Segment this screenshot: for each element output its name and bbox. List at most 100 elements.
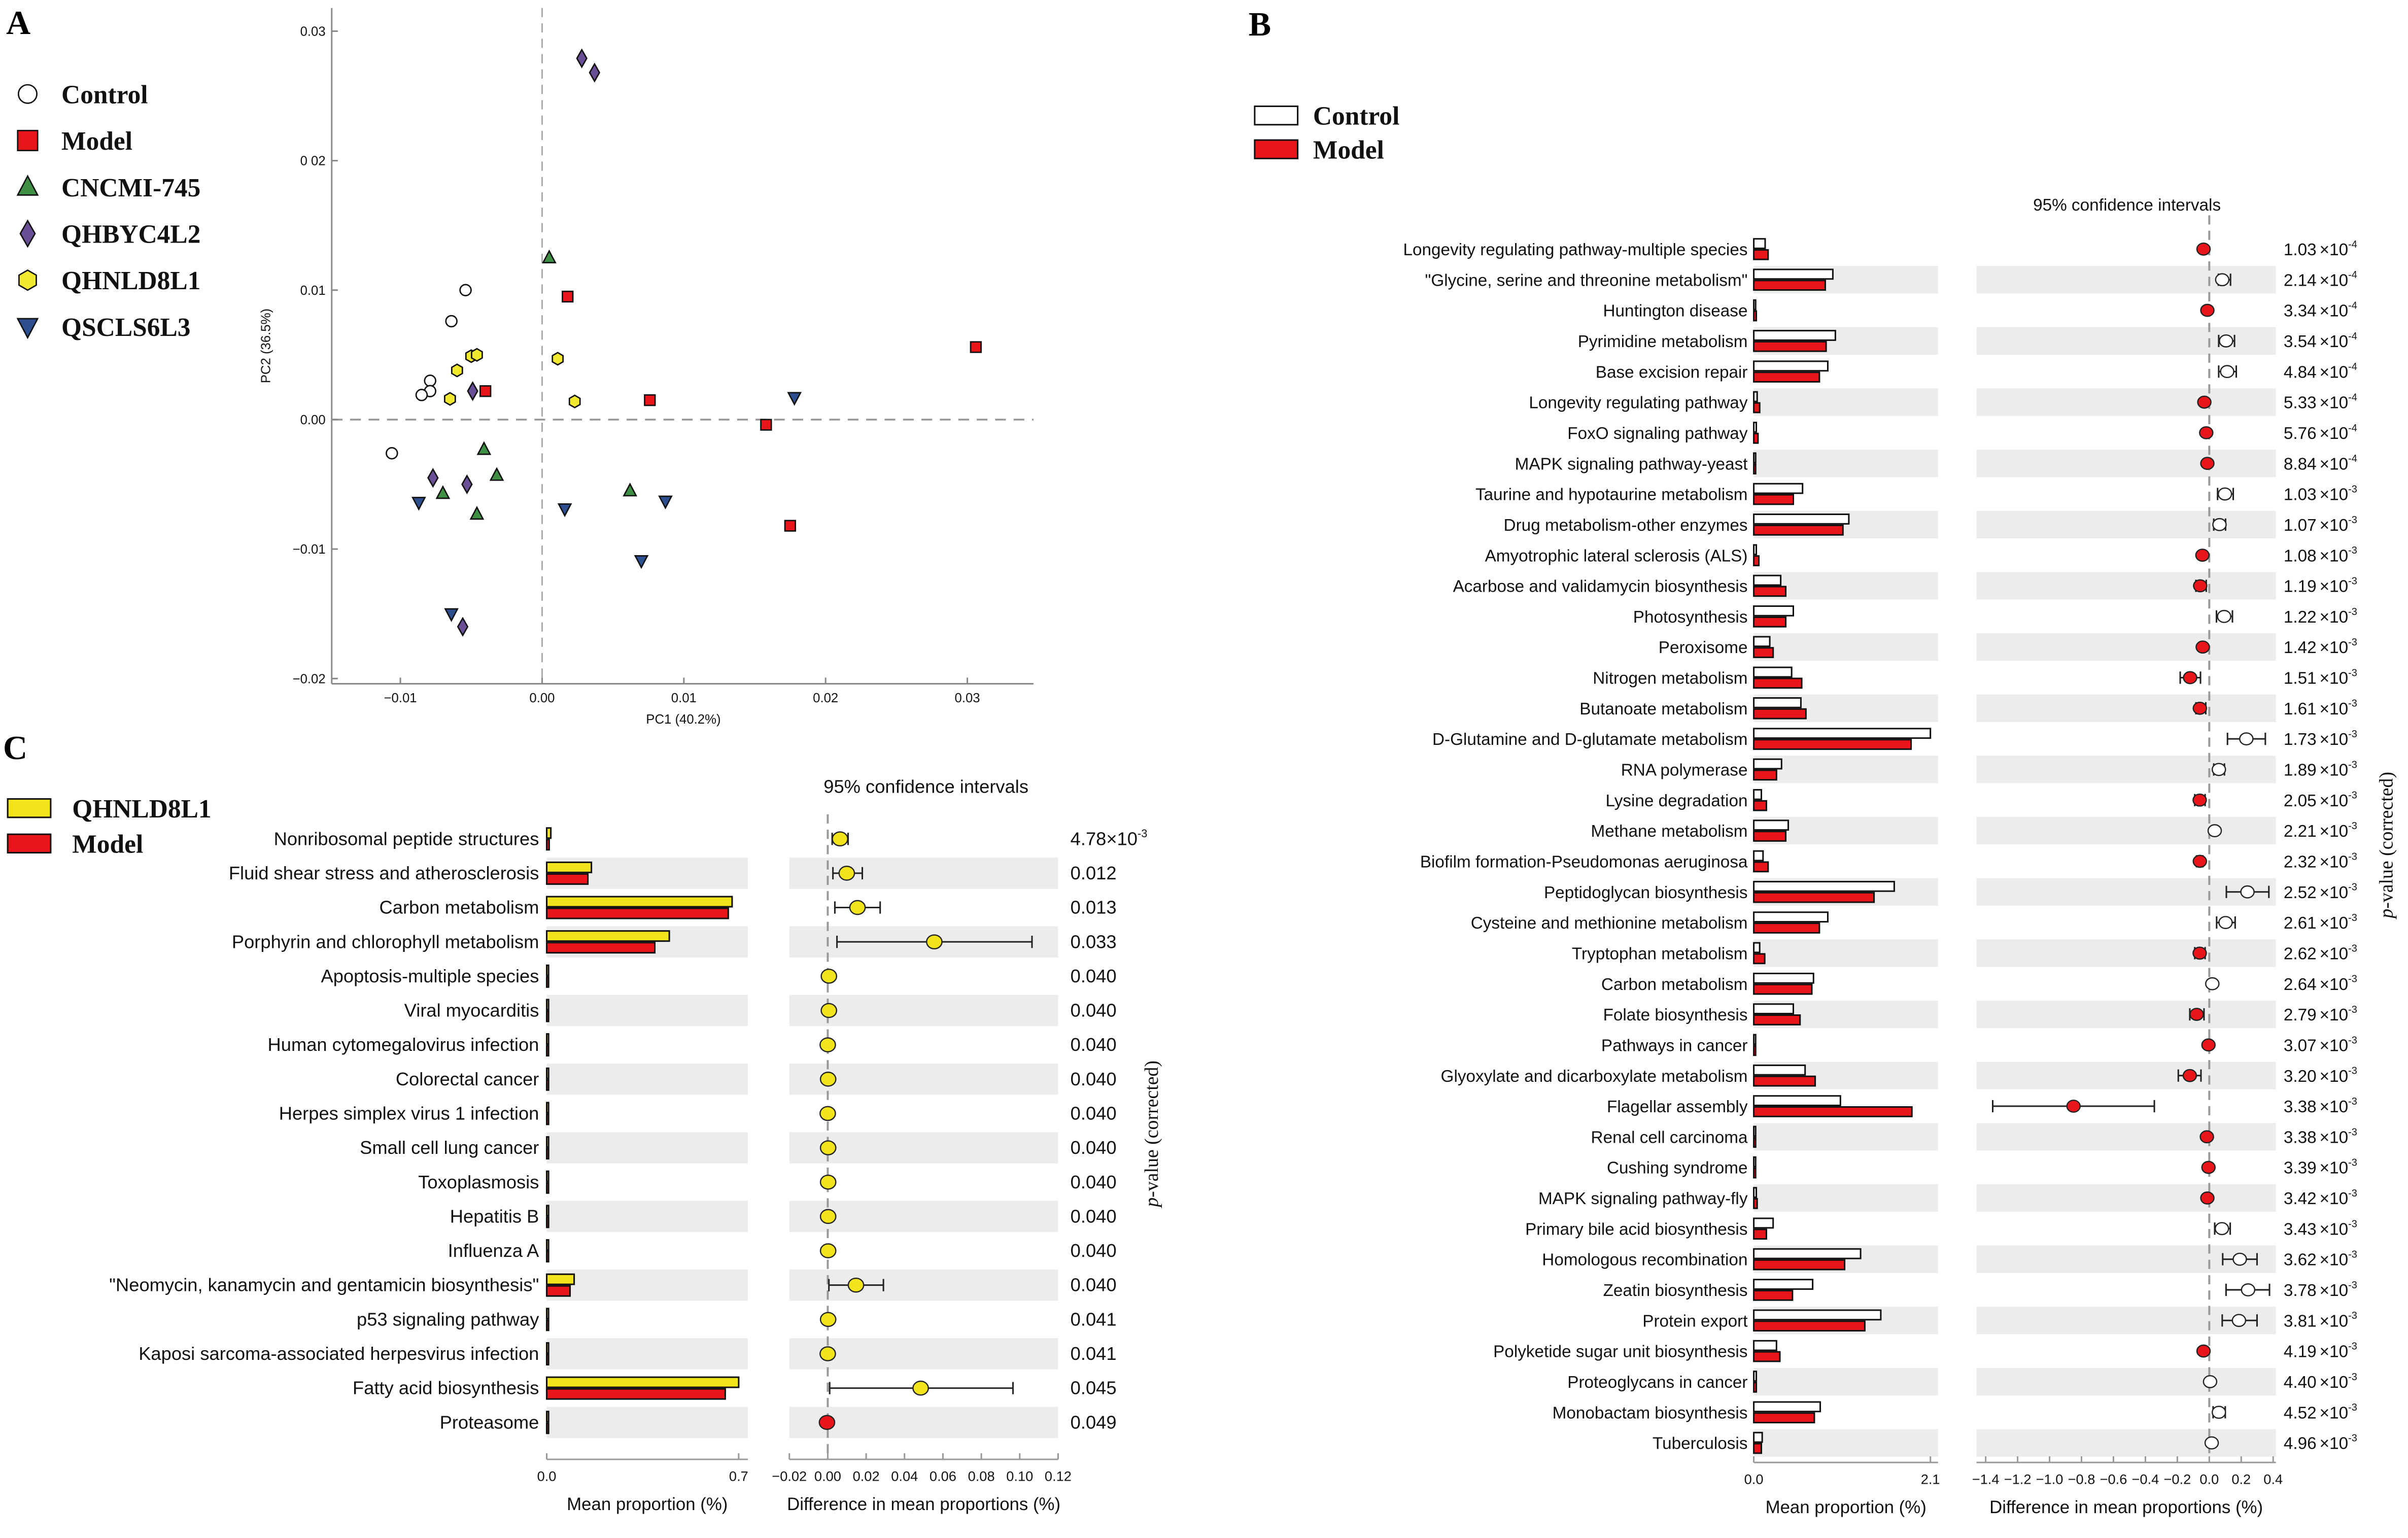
row-band — [1976, 572, 2276, 600]
row-label: Proteoglycans in cancer — [1567, 1373, 1747, 1392]
p-multiplier: ×10 — [2320, 332, 2348, 351]
x-tick-label: −0.01 — [384, 691, 417, 705]
bar-control — [1753, 666, 1793, 678]
ci-point — [819, 1346, 836, 1361]
p-mantissa: 2.14 — [2284, 271, 2317, 290]
y-tick-label: 0.00 — [300, 413, 326, 427]
row-band — [546, 1407, 748, 1439]
p-mantissa: 3.38 — [2284, 1128, 2317, 1147]
p-value: 0.040 — [1071, 1069, 1117, 1089]
bar-model — [1753, 340, 1827, 352]
p-value: 3.34 ×10-4 — [2284, 300, 2357, 321]
data-point — [489, 467, 504, 481]
table-row: Pathways in cancer 3.07 ×10-3 — [1601, 1034, 2357, 1056]
bar-qhnld8l1 — [546, 827, 552, 839]
data-point — [542, 249, 557, 264]
ci-point — [2220, 365, 2234, 379]
x-tick-label: 0.00 — [529, 691, 555, 705]
p-exponent: -3 — [2348, 575, 2357, 587]
ci-point — [2199, 426, 2214, 439]
row-band — [1753, 1368, 1938, 1396]
bar-model — [546, 1148, 549, 1160]
p-exponent: -3 — [2348, 882, 2357, 893]
bar-model — [546, 1422, 549, 1434]
p-mantissa: 5.76 — [2284, 424, 2317, 443]
ci-point — [832, 831, 848, 847]
p-mantissa: 2.62 — [2284, 944, 2317, 963]
ci-point — [2211, 763, 2226, 776]
bar-control — [1753, 299, 1757, 311]
row-label: Acarbose and validamycin biosynthesis — [1453, 577, 1748, 596]
bar-control — [1753, 1309, 1882, 1321]
ci-point — [2231, 1314, 2247, 1327]
data-point — [970, 341, 982, 353]
row-label: Tuberculosis — [1653, 1434, 1747, 1453]
data-point — [469, 505, 485, 520]
p-value: 0.040 — [1071, 1240, 1117, 1261]
bar-qhnld8l1 — [546, 1411, 549, 1423]
bar-model — [546, 1045, 549, 1057]
table-row: Homologous recombination 3.62 ×10-3 — [1542, 1248, 2357, 1271]
bar-model — [1753, 1351, 1781, 1362]
table-row: Protein export 3.81 ×10-3 — [1642, 1309, 2357, 1332]
bar-model — [1753, 1381, 1758, 1393]
p-mantissa: 0.041 — [1071, 1343, 1117, 1364]
table-row: Viral myocarditis 0.040 — [404, 999, 1117, 1022]
bar-control — [1753, 1279, 1814, 1290]
row-band — [1976, 756, 2276, 783]
y-tick-label: −0.01 — [293, 542, 326, 557]
p-mantissa: 4.52 — [2284, 1404, 2317, 1422]
bar-model — [546, 942, 656, 954]
ci-axis-title: Difference in mean proportions (%) — [1989, 1497, 2263, 1517]
ci-point — [2207, 824, 2222, 838]
p-exponent: -3 — [2348, 821, 2357, 832]
p-multiplier: ×10 — [1106, 828, 1138, 849]
p-value: 1.19 ×10-3 — [2284, 575, 2357, 596]
data-point — [461, 474, 473, 495]
row-label: D-Glutamine and D-glutamate metabolism — [1432, 730, 1748, 749]
bar-model — [1753, 1075, 1816, 1087]
table-row: Butanoate metabolism 1.61 ×10-3 — [1579, 697, 2357, 720]
row-label: Proteasome — [440, 1412, 539, 1432]
p-mantissa: 0.040 — [1071, 1000, 1117, 1021]
bar-control — [1753, 391, 1758, 402]
y-tick-label: 0 02 — [300, 154, 326, 168]
p-value: 1.08 ×10-3 — [2284, 545, 2357, 565]
p-multiplier: ×10 — [2320, 486, 2348, 504]
row-label: Small cell lung cancer — [360, 1137, 539, 1158]
row-label: Taurine and hypotaurine metabolism — [1475, 486, 1748, 504]
panel-c-letter: C — [3, 730, 27, 767]
legend-label: QSCLS6L3 — [61, 313, 190, 342]
p-mantissa: 0.040 — [1071, 1275, 1117, 1295]
p-value: 4.52 ×10-3 — [2284, 1402, 2357, 1422]
row-label: Fatty acid biosynthesis — [353, 1378, 539, 1398]
row-label: Human cytomegalovirus infection — [268, 1034, 539, 1055]
bar-model — [1753, 1106, 1913, 1117]
row-label: Amyotrophic lateral sclerosis (ALS) — [1485, 546, 1748, 565]
bar-model — [1753, 524, 1844, 536]
row-label: Toxoplasmosis — [418, 1172, 539, 1192]
bar-control — [1753, 514, 1850, 525]
bar-model — [546, 1216, 549, 1228]
p-exponent: -3 — [2348, 790, 2357, 801]
row-label: Longevity regulating pathway-multiple sp… — [1403, 241, 1748, 259]
ci-tick-label: −1.2 — [2004, 1471, 2032, 1487]
ci-title: 95% confidence intervals — [823, 776, 1028, 797]
p-mantissa: 3.62 — [2284, 1251, 2317, 1270]
row-label: Nonribosomal peptide structures — [274, 828, 539, 849]
p-mantissa: 0.012 — [1071, 863, 1117, 883]
ci-point — [2218, 916, 2233, 929]
series-control — [386, 284, 472, 460]
row-band — [1753, 1184, 1938, 1212]
p-value: 0.012 — [1071, 863, 1117, 883]
ci-point — [2192, 793, 2207, 807]
p-value: 3.07 ×10-3 — [2284, 1035, 2357, 1055]
data-point — [451, 363, 463, 378]
bar-model — [1753, 1320, 1866, 1332]
table-row: p53 signaling pathway 0.041 — [357, 1308, 1117, 1331]
bar-model — [546, 1319, 549, 1331]
p-exponent: -3 — [2348, 1035, 2357, 1046]
p-multiplier: ×10 — [2320, 1220, 2348, 1239]
bar-control — [1753, 422, 1758, 433]
p-multiplier: ×10 — [2320, 241, 2348, 259]
